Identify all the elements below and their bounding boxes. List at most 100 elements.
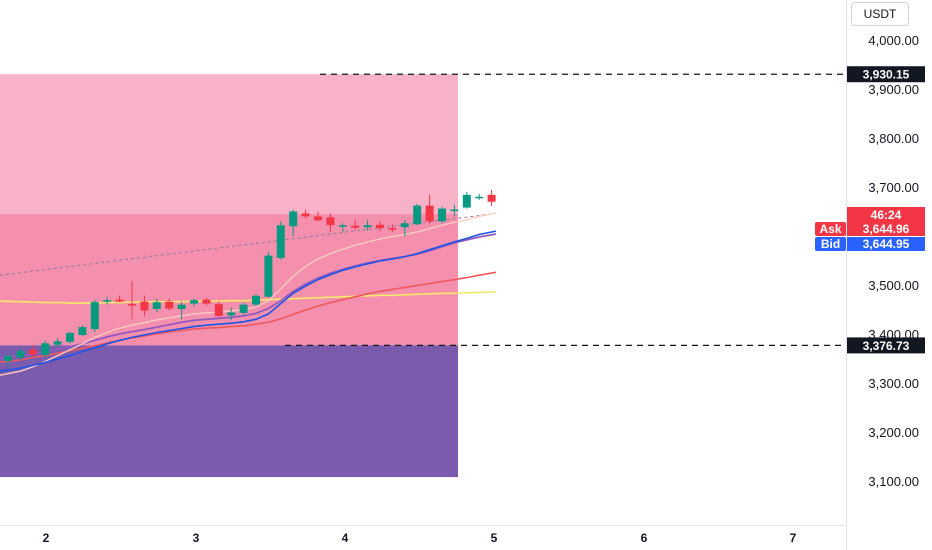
bid-price: 3,644.95 bbox=[863, 237, 910, 251]
candle-body bbox=[140, 301, 149, 311]
candle bbox=[214, 301, 223, 318]
price-tick-label: 3,900.00 bbox=[868, 82, 919, 97]
candle-body bbox=[115, 299, 124, 302]
candle bbox=[338, 223, 347, 232]
candle bbox=[314, 211, 322, 222]
candle-body bbox=[165, 301, 174, 309]
candle-body bbox=[475, 196, 484, 199]
candle bbox=[66, 331, 74, 344]
bid-price-bg bbox=[847, 237, 925, 251]
time-tick-label: 6 bbox=[641, 531, 648, 545]
moving-average-line bbox=[0, 271, 497, 363]
level-tag: 3,376.73 bbox=[847, 337, 925, 354]
candle bbox=[376, 221, 384, 232]
price-tick-label: 3,100.00 bbox=[868, 474, 919, 489]
moving-average-line bbox=[0, 230, 497, 372]
price-tags: 3,930.15 3,376.73 46:24 Ask 3,644.96 Bid 3,644… bbox=[815, 66, 925, 354]
candle-body bbox=[450, 209, 459, 212]
candle bbox=[462, 191, 471, 209]
price-tick-label: 3,800.00 bbox=[868, 131, 919, 146]
candle bbox=[351, 220, 360, 231]
candle-body bbox=[388, 228, 397, 230]
level-tag: 3,930.15 bbox=[847, 66, 925, 83]
zone-rect bbox=[0, 74, 458, 214]
moving-average-line bbox=[0, 212, 497, 376]
candle-body bbox=[4, 356, 12, 361]
candle bbox=[152, 298, 161, 312]
candle-body bbox=[227, 312, 236, 316]
candle-body bbox=[28, 349, 37, 355]
bid-name-bg bbox=[815, 237, 846, 251]
candle-body bbox=[425, 205, 434, 222]
candle-body bbox=[338, 225, 347, 227]
candle-body bbox=[326, 217, 335, 226]
level-tag-bg bbox=[847, 337, 925, 354]
candles bbox=[4, 189, 496, 367]
candle bbox=[41, 340, 50, 358]
candle bbox=[264, 251, 273, 298]
trendline-dashed bbox=[0, 213, 492, 276]
candle-body bbox=[276, 225, 285, 259]
time-axis: 2 3 4 5 6 7 bbox=[43, 531, 797, 545]
candle bbox=[190, 298, 198, 307]
candle-body bbox=[53, 341, 62, 345]
candle bbox=[252, 293, 260, 307]
price-axis: 4,000.00 3,900.00 3,800.00 3,700.00 3,500.00… bbox=[868, 33, 919, 489]
candle-body bbox=[103, 300, 112, 302]
candle bbox=[28, 344, 37, 357]
time-tick-label: 3 bbox=[193, 531, 200, 545]
candle bbox=[177, 301, 186, 320]
candle bbox=[413, 203, 422, 226]
candle bbox=[276, 221, 285, 260]
candle bbox=[487, 189, 496, 207]
last-price-countdown: 46:24 bbox=[871, 208, 902, 222]
zones bbox=[0, 74, 458, 478]
level-tag-label: 3,930.15 bbox=[863, 68, 910, 82]
candle bbox=[388, 224, 397, 233]
price-tick-label: 3,700.00 bbox=[868, 180, 919, 195]
candle-body bbox=[214, 304, 223, 316]
candle-body bbox=[400, 223, 409, 228]
last-price-tag: 46:24 bbox=[847, 207, 925, 222]
candle bbox=[115, 295, 124, 303]
candle-body bbox=[314, 216, 322, 221]
candle-body bbox=[78, 327, 87, 335]
candle-body bbox=[177, 304, 186, 310]
candle bbox=[326, 213, 335, 233]
candle-body bbox=[351, 225, 360, 228]
currency-unit-button[interactable]: USDT bbox=[851, 2, 909, 26]
price-tick-label: 3,200.00 bbox=[868, 425, 919, 440]
candle bbox=[16, 347, 25, 360]
candle bbox=[165, 298, 174, 311]
candle bbox=[140, 295, 149, 317]
candle bbox=[90, 299, 99, 333]
price-tick-label: 3,300.00 bbox=[868, 376, 919, 391]
candle bbox=[53, 337, 62, 348]
candle-body bbox=[289, 211, 298, 227]
candle-body bbox=[363, 225, 372, 228]
candle-body bbox=[264, 255, 273, 297]
candle bbox=[438, 206, 446, 224]
trendline bbox=[0, 213, 492, 276]
candle bbox=[239, 302, 248, 316]
candle bbox=[363, 219, 372, 231]
candle bbox=[400, 220, 409, 236]
candle bbox=[128, 281, 136, 320]
candle-body bbox=[152, 302, 161, 310]
last-price-tag-bg bbox=[847, 207, 925, 222]
zone-rect bbox=[0, 213, 458, 346]
candle bbox=[202, 297, 211, 306]
ask-tag: Ask 3,644.96 bbox=[815, 222, 925, 236]
candle-body bbox=[66, 333, 74, 342]
ask-price: 3,644.96 bbox=[863, 222, 910, 236]
price-tick-label: 4,000.00 bbox=[868, 33, 919, 48]
candle bbox=[227, 307, 236, 321]
candle bbox=[4, 352, 12, 367]
candle-body bbox=[16, 351, 25, 358]
candle bbox=[450, 204, 459, 217]
candle-body bbox=[41, 343, 50, 356]
candle-body bbox=[202, 299, 211, 304]
candle-body bbox=[128, 304, 136, 306]
candle bbox=[301, 209, 310, 219]
